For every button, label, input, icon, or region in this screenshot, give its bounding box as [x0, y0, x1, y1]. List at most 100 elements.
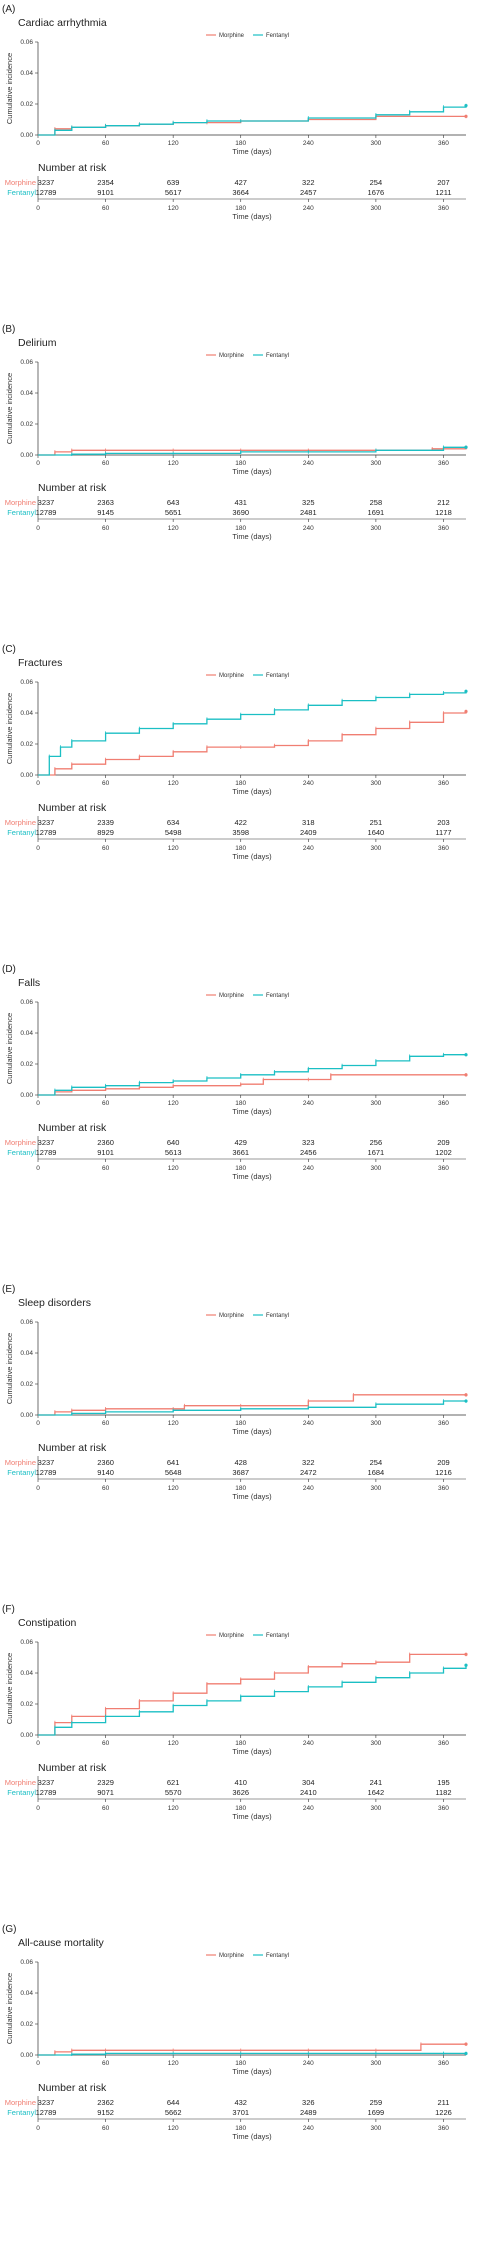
risk-table-x-title: Time (days): [232, 212, 272, 221]
risk-table-x-tick-label: 180: [235, 2125, 246, 2132]
x-tick-label: 180: [235, 1740, 246, 1747]
risk-table-title: Number at risk: [38, 162, 107, 174]
x-tick-label: 60: [102, 140, 110, 147]
legend: Morphine Fentanyl: [206, 353, 289, 359]
risk-table-x-tick-label: 60: [102, 845, 110, 852]
panel-label: (D): [2, 964, 16, 975]
x-tick-label: 240: [303, 140, 314, 147]
y-axis-title: Cumulative incidence: [5, 1333, 14, 1404]
risk-count: 1218: [435, 508, 452, 517]
risk-row-label-fentanyl: Fentanyl: [7, 188, 36, 197]
x-tick-label: 240: [303, 1100, 314, 1107]
y-axis-title: Cumulative incidence: [5, 1653, 14, 1724]
risk-count: 259: [370, 2098, 383, 2107]
risk-count: 3237: [38, 1778, 55, 1787]
chart-panel: (G) All-cause mortality Morphine Fentanyl 0.…: [0, 1920, 482, 2240]
x-tick-label: 180: [235, 780, 246, 787]
series-line-fentanyl: [38, 691, 467, 776]
risk-count: 251: [370, 818, 383, 827]
risk-count: 2410: [300, 1788, 317, 1797]
risk-count: 639: [167, 178, 180, 187]
risk-table-x-tick-label: 180: [235, 1485, 246, 1492]
x-tick-label: 240: [303, 2060, 314, 2067]
risk-count: 9145: [97, 508, 114, 517]
y-tick-label: 0.04: [20, 1350, 33, 1357]
risk-count: 1216: [435, 1468, 452, 1477]
risk-table-x-tick-label: 120: [168, 1805, 179, 1812]
y-axis-title: Cumulative incidence: [5, 1013, 14, 1084]
risk-count: 3701: [232, 2108, 249, 2117]
legend-label-morphine: Morphine: [219, 1313, 245, 1319]
legend-label-morphine: Morphine: [219, 1633, 245, 1639]
y-tick-label: 0.04: [20, 1990, 33, 1997]
y-tick-label: 0.04: [20, 390, 33, 397]
risk-count: 410: [234, 1778, 247, 1787]
y-tick-label: 0.00: [20, 772, 33, 779]
y-tick-label: 0.00: [20, 1732, 33, 1739]
risk-table-x-tick-label: 180: [235, 205, 246, 212]
y-tick-label: 0.06: [20, 1959, 33, 1966]
legend: Morphine Fentanyl: [206, 33, 289, 39]
series-end-point-morphine: [464, 709, 468, 714]
series-line-morphine: [38, 1074, 466, 1096]
risk-row-label-fentanyl: Fentanyl: [7, 2108, 36, 2117]
risk-table-x-tick-label: 180: [235, 845, 246, 852]
y-tick-label: 0.00: [20, 452, 33, 459]
chart-title: Constipation: [18, 1617, 77, 1629]
risk-count: 1640: [368, 828, 385, 837]
risk-table-x-title: Time (days): [232, 1172, 272, 1181]
y-tick-label: 0.02: [20, 101, 33, 108]
y-tick-label: 0.02: [20, 741, 33, 748]
series-line-fentanyl: [38, 1400, 466, 1416]
risk-count: 207: [437, 178, 450, 187]
risk-table-x-title: Time (days): [232, 2132, 272, 2141]
risk-count: 3237: [38, 178, 55, 187]
x-axis-title: Time (days): [232, 787, 272, 796]
risk-count: 2329: [97, 1778, 114, 1787]
x-tick-label: 60: [102, 2060, 110, 2067]
risk-count: 5617: [165, 188, 182, 197]
risk-count: 241: [370, 1778, 383, 1787]
risk-table-x-tick-label: 300: [370, 845, 381, 852]
legend-label-fentanyl: Fentanyl: [266, 993, 289, 999]
risk-table-x-title: Time (days): [232, 1492, 272, 1501]
risk-table-x-tick-label: 300: [370, 1485, 381, 1492]
risk-table-x-tick-label: 180: [235, 1805, 246, 1812]
y-tick-label: 0.04: [20, 1030, 33, 1037]
risk-count: 621: [167, 1778, 180, 1787]
risk-count: 326: [302, 2098, 315, 2107]
risk-count: 258: [370, 498, 383, 507]
chart-title: Falls: [18, 977, 40, 989]
risk-count: 2362: [97, 2098, 114, 2107]
risk-count: 2360: [97, 1138, 114, 1147]
risk-table-x-title: Time (days): [232, 1812, 272, 1821]
panel-label: (F): [2, 1604, 15, 1615]
chart-panel: (F) Constipation Morphine Fentanyl 0.00 0.02 0…: [0, 1600, 482, 1920]
risk-count: 9152: [97, 2108, 114, 2117]
x-tick-label: 240: [303, 1740, 314, 1747]
risk-count: 1226: [435, 2108, 452, 2117]
y-tick-label: 0.06: [20, 39, 33, 46]
risk-table-x-tick-label: 60: [102, 2125, 110, 2132]
risk-row-label-morphine: Morphine: [5, 818, 36, 827]
x-tick-label: 60: [102, 460, 110, 467]
y-tick-label: 0.06: [20, 1639, 33, 1646]
x-tick-label: 60: [102, 1100, 110, 1107]
risk-count: 12789: [36, 1788, 57, 1797]
x-tick-label: 300: [370, 1420, 381, 1427]
risk-count: 2354: [97, 178, 114, 187]
y-tick-label: 0.06: [20, 359, 33, 366]
risk-table-x-tick-label: 120: [168, 2125, 179, 2132]
x-tick-label: 300: [370, 460, 381, 467]
legend: Morphine Fentanyl: [206, 1633, 289, 1639]
risk-table-x-tick-label: 120: [168, 525, 179, 532]
x-axis-title: Time (days): [232, 1107, 272, 1116]
y-tick-label: 0.04: [20, 710, 33, 717]
y-axis-title: Cumulative incidence: [5, 693, 14, 764]
risk-table-x-tick-label: 240: [303, 1805, 314, 1812]
risk-count: 3237: [38, 1138, 55, 1147]
x-tick-label: 0: [36, 140, 40, 147]
